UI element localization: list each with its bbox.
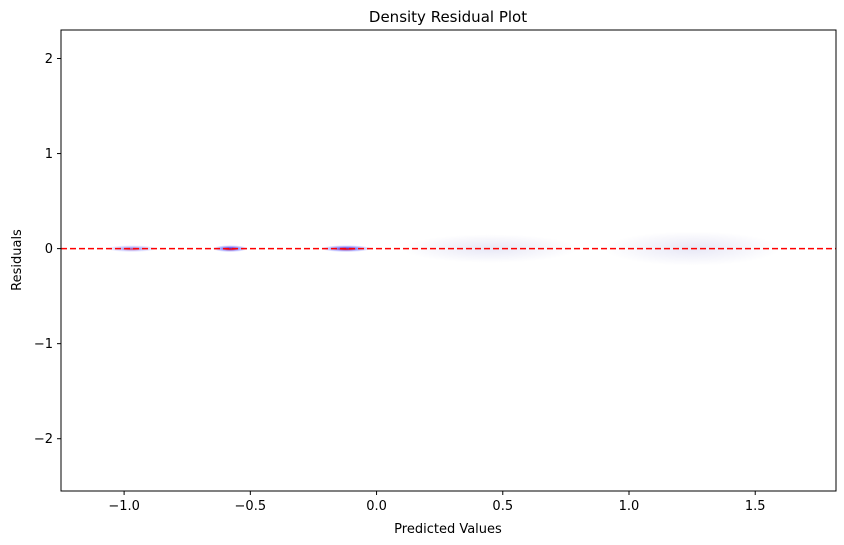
y-tick-label: 1 bbox=[45, 147, 53, 162]
x-tick-label: 0.5 bbox=[492, 499, 513, 514]
y-axis-ticks: −2 −1 0 1 2 bbox=[34, 52, 61, 447]
y-tick-label: −2 bbox=[34, 432, 53, 447]
density-cluster-core bbox=[120, 247, 144, 251]
x-tick-label: 1.0 bbox=[619, 499, 640, 514]
y-tick-label: −1 bbox=[34, 337, 53, 352]
plot-frame bbox=[60, 29, 837, 492]
x-tick-label: −0.5 bbox=[235, 499, 267, 514]
x-tick-label: 0.0 bbox=[366, 499, 387, 514]
y-axis-label: Residuals bbox=[10, 229, 25, 291]
x-axis-label: Predicted Values bbox=[394, 522, 502, 537]
chart-title: Density Residual Plot bbox=[369, 8, 527, 26]
y-tick-label: 2 bbox=[45, 52, 53, 67]
y-tick-label: 0 bbox=[45, 242, 53, 257]
x-tick-label: −1.0 bbox=[108, 499, 140, 514]
density-cluster bbox=[401, 234, 579, 263]
x-axis-ticks: −1.0 −0.5 0.0 0.5 1.0 1.5 bbox=[108, 491, 766, 514]
x-tick-label: 1.5 bbox=[745, 499, 766, 514]
